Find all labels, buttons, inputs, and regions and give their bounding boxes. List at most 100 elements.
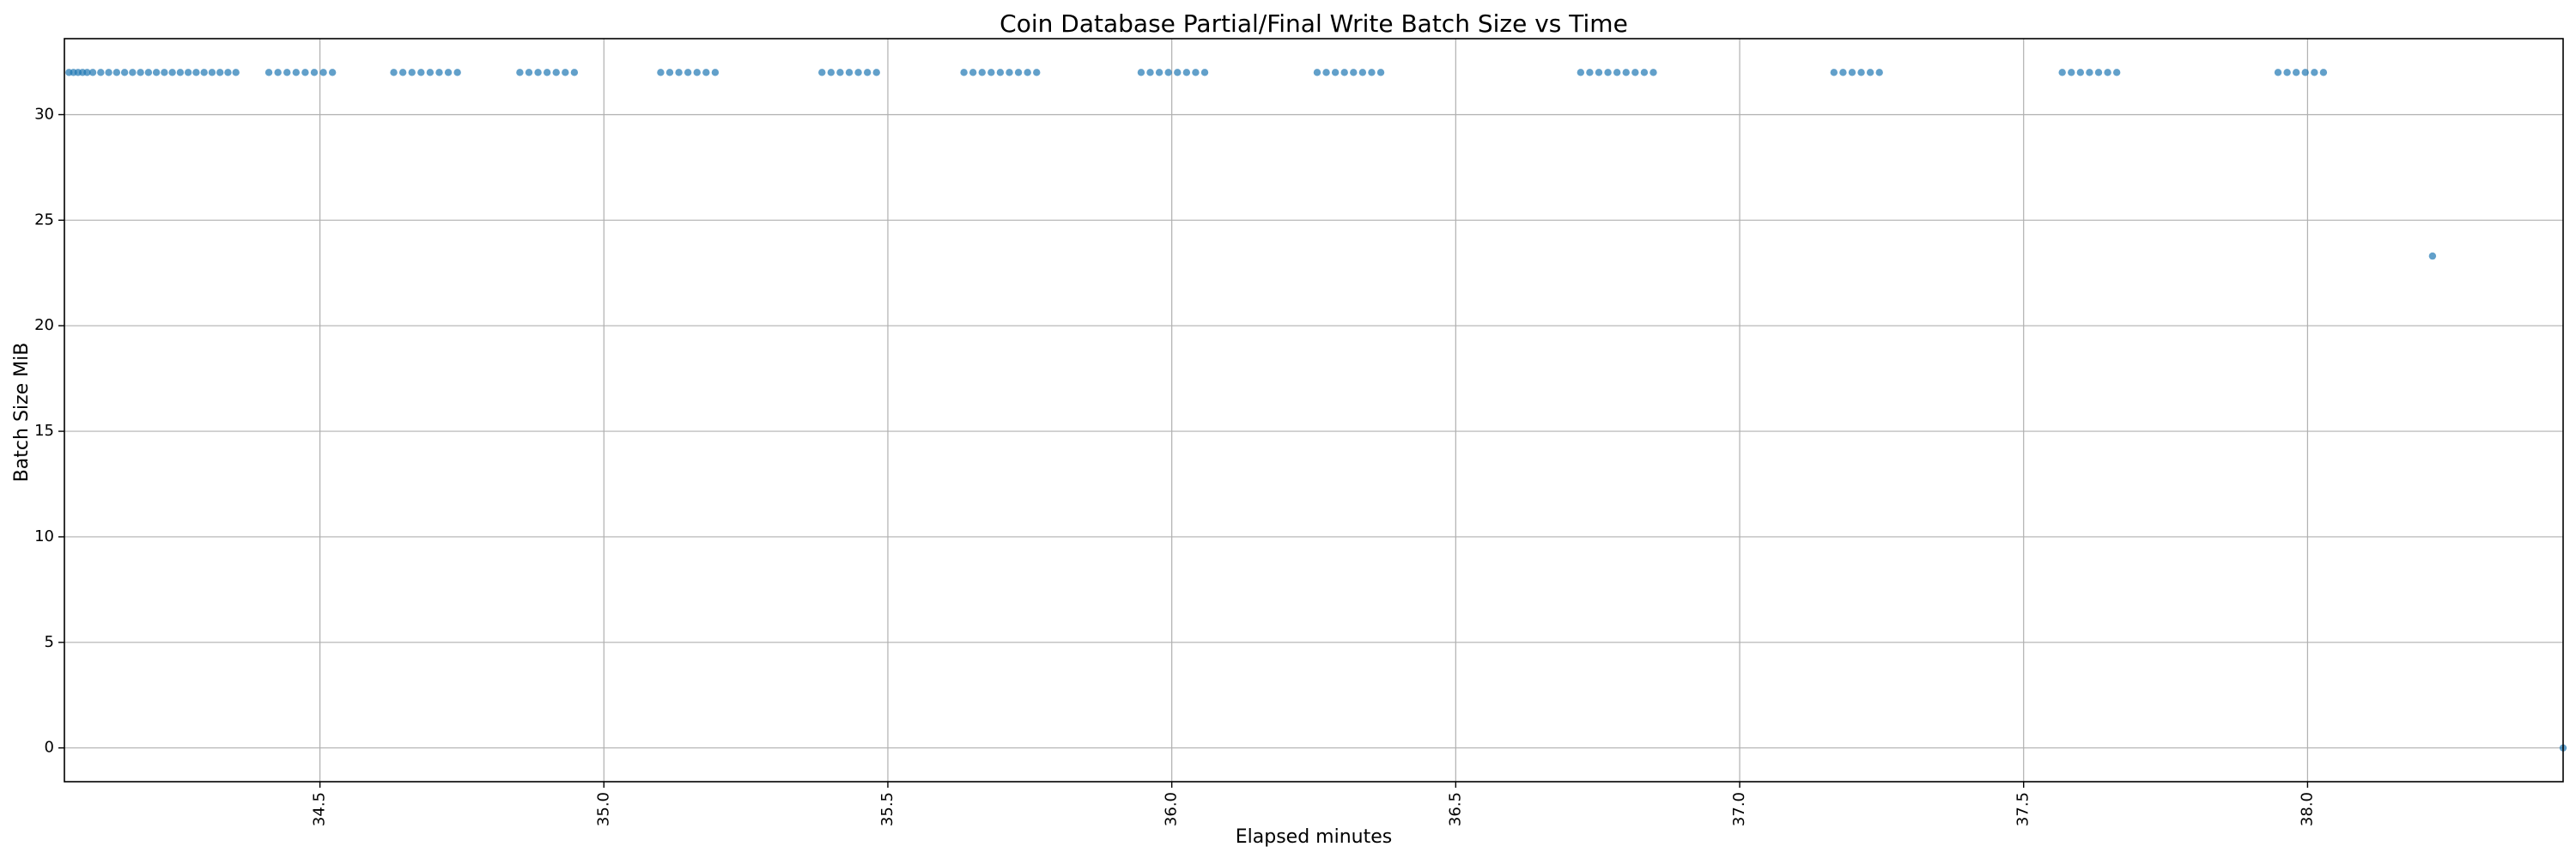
data-point — [232, 69, 240, 76]
data-point — [2428, 252, 2437, 260]
data-point — [2112, 69, 2121, 76]
data-point — [105, 69, 112, 76]
x-axis-label: Elapsed minutes — [1236, 826, 1392, 848]
data-point — [1848, 69, 1856, 76]
data-point — [1368, 69, 1376, 76]
x-tick-label: 35.0 — [594, 792, 612, 826]
data-point — [192, 69, 200, 76]
data-point — [1014, 69, 1023, 76]
data-point — [1146, 69, 1154, 76]
data-point — [168, 69, 176, 76]
data-point — [1595, 69, 1603, 76]
data-point — [2292, 69, 2300, 76]
x-tick-label: 36.5 — [1446, 792, 1464, 826]
data-point — [88, 69, 97, 76]
data-point — [112, 69, 121, 76]
data-point — [969, 69, 977, 76]
data-point — [1640, 69, 1649, 76]
data-point — [2283, 69, 2291, 76]
plot-frame — [64, 38, 2564, 783]
data-point — [208, 69, 216, 76]
data-point — [552, 69, 560, 76]
data-point — [1604, 69, 1612, 76]
x-tick-label: 37.5 — [2014, 792, 2032, 826]
data-point — [1358, 69, 1367, 76]
data-point — [137, 69, 144, 76]
data-point — [2058, 69, 2066, 76]
x-tick-label: 34.5 — [311, 792, 329, 826]
data-point — [1350, 69, 1358, 76]
data-point — [83, 69, 91, 76]
data-point — [390, 69, 398, 76]
data-point — [854, 69, 862, 76]
y-tick-label: 5 — [45, 633, 54, 651]
data-point — [960, 69, 968, 76]
data-point — [693, 69, 701, 76]
data-point — [310, 69, 319, 76]
data-point — [216, 69, 224, 76]
y-axis-ticks: 0 5 10 15 20 25 30 — [34, 105, 64, 757]
data-point — [319, 69, 327, 76]
x-axis-ticks: 34.5 35.0 35.5 36.0 36.5 37.0 37.5 38.0 — [311, 782, 2316, 826]
data-point — [1322, 69, 1330, 76]
data-point — [264, 69, 273, 76]
data-point — [152, 69, 161, 76]
data-point — [675, 69, 683, 76]
data-point — [845, 69, 854, 76]
chart-title: Coin Database Partial/Final Write Batch … — [999, 9, 1628, 38]
data-point — [1182, 69, 1191, 76]
data-point — [2094, 69, 2103, 76]
data-point — [2301, 69, 2309, 76]
y-tick-label: 20 — [34, 316, 54, 334]
data-point — [1192, 69, 1200, 76]
data-points — [65, 69, 2567, 752]
data-point — [683, 69, 692, 76]
data-point — [1857, 69, 1865, 76]
data-point — [996, 69, 1005, 76]
data-point — [283, 69, 291, 76]
data-point — [2311, 69, 2318, 76]
data-point — [274, 69, 282, 76]
x-tick-label: 37.0 — [1730, 792, 1748, 826]
data-point — [1866, 69, 1874, 76]
data-point — [1005, 69, 1013, 76]
data-point — [1376, 69, 1385, 76]
data-point — [836, 69, 844, 76]
y-tick-label: 10 — [34, 527, 54, 545]
data-point — [1155, 69, 1163, 76]
data-point — [444, 69, 453, 76]
data-point — [1631, 69, 1639, 76]
data-point — [1033, 69, 1041, 76]
data-point — [1024, 69, 1031, 76]
data-point — [657, 69, 665, 76]
data-point — [408, 69, 416, 76]
data-point — [534, 69, 542, 76]
data-point — [97, 69, 105, 76]
data-point — [570, 69, 579, 76]
data-point — [1340, 69, 1348, 76]
data-point — [1613, 69, 1621, 76]
data-point — [1586, 69, 1594, 76]
y-axis-label: Batch Size MiB — [11, 343, 33, 483]
x-tick-label: 36.0 — [1163, 792, 1181, 826]
grid-lines — [64, 39, 2563, 782]
data-point — [1200, 69, 1209, 76]
data-point — [453, 69, 461, 76]
data-point — [2076, 69, 2085, 76]
data-point — [129, 69, 137, 76]
data-point — [1331, 69, 1340, 76]
data-point — [2319, 69, 2328, 76]
data-point — [1839, 69, 1847, 76]
data-point — [144, 69, 153, 76]
data-point — [224, 69, 232, 76]
data-point — [1830, 69, 1838, 76]
data-point — [665, 69, 674, 76]
data-point — [200, 69, 208, 76]
data-point — [827, 69, 835, 76]
data-point — [292, 69, 301, 76]
data-point — [161, 69, 168, 76]
data-point — [398, 69, 407, 76]
data-point — [987, 69, 995, 76]
